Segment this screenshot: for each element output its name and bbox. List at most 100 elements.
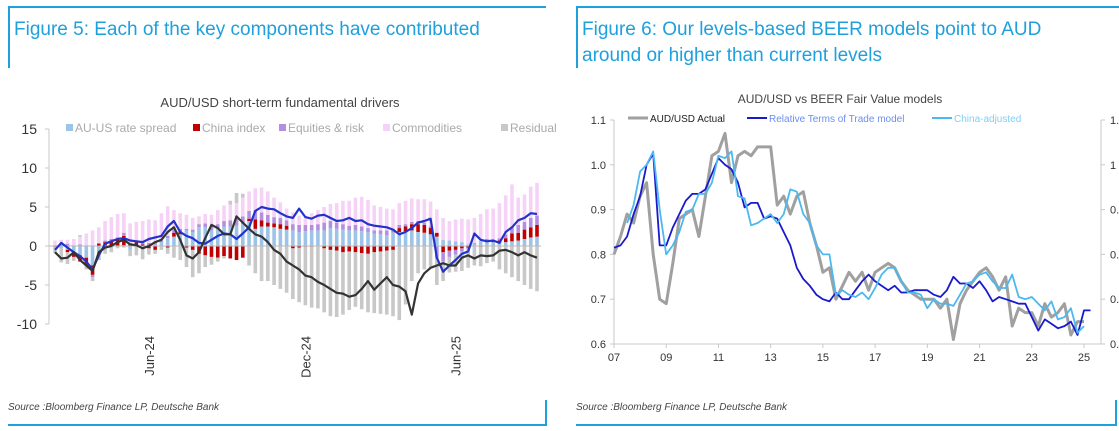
y-tick-label-right: 0.7 bbox=[1110, 294, 1119, 306]
bar-residual bbox=[84, 265, 89, 270]
bar-commodities bbox=[147, 219, 151, 243]
bar-china-index bbox=[165, 246, 170, 248]
bar-au-us-rate-spread bbox=[347, 230, 352, 246]
bar-china-index bbox=[397, 228, 402, 232]
bar-equities-risk bbox=[353, 224, 358, 231]
bar-au-us-rate-spread bbox=[366, 231, 370, 246]
bar-china-index bbox=[491, 241, 495, 243]
bar-au-us-rate-spread bbox=[466, 244, 470, 246]
bar-commodities bbox=[334, 203, 339, 223]
y-tick-label: 0 bbox=[29, 238, 37, 254]
bar-china-index bbox=[334, 246, 339, 251]
y-tick-label: -10 bbox=[17, 316, 37, 332]
bar-residual bbox=[341, 252, 345, 315]
bar-china-index bbox=[209, 246, 214, 257]
bar-commodities bbox=[253, 188, 258, 211]
bar-equities-risk bbox=[278, 217, 283, 225]
bar-equities-risk bbox=[190, 229, 195, 232]
bar-au-us-rate-spread bbox=[485, 241, 489, 246]
bar-equities-risk bbox=[453, 249, 458, 255]
bar-au-us-rate-spread bbox=[128, 246, 132, 250]
bar-residual bbox=[90, 277, 95, 282]
figure-5-title: Figure 5: Each of the key components hav… bbox=[14, 19, 480, 40]
bar-equities-risk bbox=[316, 224, 320, 231]
bar-equities-risk bbox=[384, 230, 389, 236]
bar-au-us-rate-spread bbox=[510, 241, 514, 246]
figure-6-title-line1: Figure 6: Our levels-based BEER models p… bbox=[582, 19, 1042, 40]
bar-china-index bbox=[510, 233, 514, 242]
bar-residual bbox=[272, 246, 276, 285]
bar-residual bbox=[153, 249, 157, 254]
bar-equities-risk bbox=[303, 224, 308, 232]
bar-residual bbox=[516, 246, 521, 282]
bar-equities-risk bbox=[359, 226, 364, 232]
bar-commodities bbox=[384, 208, 389, 231]
bar-residual bbox=[428, 246, 433, 268]
bar-commodities bbox=[303, 217, 308, 225]
figure-5-left-rule bbox=[8, 6, 10, 68]
bar-au-us-rate-spread bbox=[460, 242, 464, 246]
bar-commodities bbox=[328, 203, 333, 222]
bar-china-index bbox=[384, 246, 389, 251]
bar-china-index bbox=[203, 246, 208, 256]
bar-au-us-rate-spread bbox=[297, 231, 301, 246]
bar-au-us-rate-spread bbox=[153, 244, 157, 246]
bar-equities-risk bbox=[535, 215, 539, 225]
bar-china-index bbox=[453, 246, 458, 250]
bar-residual bbox=[328, 249, 333, 317]
bar-commodities bbox=[215, 210, 220, 225]
bar-residual bbox=[266, 246, 270, 282]
bar-equities-risk bbox=[410, 221, 414, 225]
bar-china-index bbox=[222, 246, 226, 257]
bar-china-index bbox=[403, 226, 408, 232]
x-tick-label: Jun-25 bbox=[449, 336, 464, 376]
bar-residual bbox=[78, 235, 82, 237]
bar-au-us-rate-spread bbox=[165, 238, 170, 246]
figure-6-title-line2: around or higher than current levels bbox=[582, 45, 882, 66]
bar-residual bbox=[190, 249, 195, 278]
bar-au-us-rate-spread bbox=[359, 231, 364, 246]
bar-au-us-rate-spread bbox=[478, 242, 483, 246]
bar-equities-risk bbox=[97, 242, 101, 244]
figure-5-chart: AUD/USD short-term fundamental drivers 15… bbox=[17, 95, 557, 378]
x-tick-label: 09 bbox=[660, 352, 672, 364]
y-tick-label-right: 1.1 bbox=[1110, 115, 1119, 127]
bar-commodities bbox=[497, 203, 502, 239]
bar-china-index bbox=[71, 252, 76, 257]
bar-equities-risk bbox=[428, 226, 433, 229]
bar-equities-risk bbox=[485, 238, 489, 241]
bar-commodities bbox=[197, 216, 201, 225]
bar-commodities bbox=[172, 210, 176, 230]
bar-equities-risk bbox=[165, 235, 170, 239]
bar-residual bbox=[59, 248, 64, 263]
bar-china-index bbox=[441, 246, 445, 253]
y-tick-label-right: 0.8 bbox=[1110, 249, 1119, 261]
x-tick-label: Dec-24 bbox=[298, 336, 313, 378]
bar-equities-risk bbox=[159, 240, 164, 243]
bar-commodities bbox=[478, 214, 483, 242]
bar-china-index bbox=[522, 229, 527, 239]
bar-au-us-rate-spread bbox=[491, 242, 495, 246]
bar-au-us-rate-spread bbox=[403, 231, 408, 246]
bar-china-index bbox=[291, 246, 295, 249]
bar-au-us-rate-spread bbox=[528, 237, 533, 246]
bar-china-index bbox=[366, 246, 370, 254]
bar-commodities bbox=[428, 201, 433, 227]
bar-china-index bbox=[278, 224, 283, 229]
y-tick-label: -5 bbox=[25, 277, 38, 293]
bar-au-us-rate-spread bbox=[322, 230, 326, 246]
bar-commodities bbox=[234, 203, 239, 219]
bar-commodities bbox=[165, 206, 170, 236]
bar-au-us-rate-spread bbox=[134, 246, 139, 248]
bar-residual bbox=[247, 246, 251, 266]
bar-commodities bbox=[71, 238, 76, 246]
legend-label: AUD/USD Actual bbox=[650, 114, 725, 125]
bar-commodities bbox=[353, 197, 358, 225]
bar-residual bbox=[259, 246, 264, 282]
bar-au-us-rate-spread bbox=[391, 232, 395, 246]
y-tick-label: 10 bbox=[21, 160, 37, 176]
bar-equities-risk bbox=[291, 224, 295, 231]
bar-china-index bbox=[228, 246, 233, 259]
bar-residual bbox=[491, 246, 495, 262]
bar-residual bbox=[140, 249, 145, 260]
